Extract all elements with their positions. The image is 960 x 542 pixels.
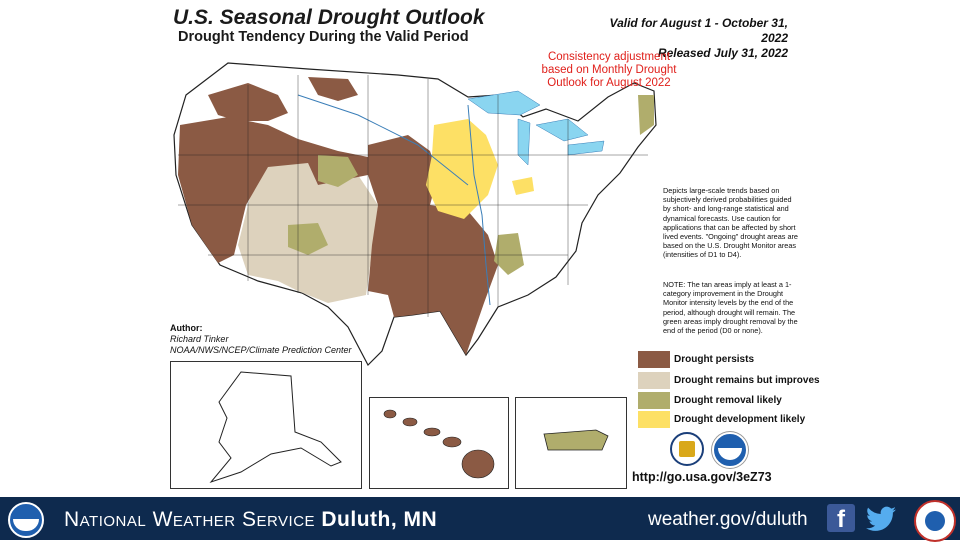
green-removal-rockies bbox=[318, 155, 358, 187]
footer-bar bbox=[0, 497, 960, 540]
note-text: NOTE: The tan areas imply at least a 1-c… bbox=[663, 280, 798, 336]
legend-swatch-development bbox=[638, 411, 670, 428]
great-lakes bbox=[467, 90, 605, 166]
yellow-development-midwest bbox=[426, 119, 498, 219]
office-website-link[interactable]: weather.gov/duluth bbox=[648, 509, 808, 530]
mississippi-river bbox=[467, 104, 491, 306]
alaska-land bbox=[209, 371, 342, 484]
yellow-development-ohio bbox=[512, 177, 534, 195]
missouri-river bbox=[297, 94, 469, 186]
noaa-logo-icon bbox=[712, 432, 748, 468]
brown-persists-montana bbox=[308, 77, 358, 101]
outlook-url-link[interactable]: http://go.usa.gov/3eZ73 bbox=[632, 470, 772, 484]
puerto-rico-land bbox=[543, 429, 609, 451]
legend-label-removal: Drought removal likely bbox=[674, 395, 782, 406]
nws-logo-icon bbox=[914, 500, 956, 542]
legend-label-development: Drought development likely bbox=[674, 414, 806, 425]
state-boundaries bbox=[178, 75, 648, 317]
legend-swatch-persists bbox=[638, 351, 670, 368]
office-name: National Weather Service Duluth, MN bbox=[64, 508, 437, 532]
legend-label-persists: Drought persists bbox=[674, 354, 755, 365]
legend-swatch-improves bbox=[638, 372, 670, 389]
noaa-footer-logo-icon bbox=[8, 502, 44, 538]
consistency-adjustment-note: Consistency adjustment based on Monthly … bbox=[541, 51, 677, 89]
usda-seal-icon bbox=[670, 432, 704, 466]
legend-swatch-removal bbox=[638, 392, 670, 409]
alaska-inset bbox=[170, 361, 362, 489]
legend-label-improves: Drought remains but improves bbox=[674, 375, 820, 386]
office-name-nws: National Weather Service bbox=[64, 508, 316, 531]
twitter-icon[interactable] bbox=[866, 506, 896, 532]
puerto-rico-inset bbox=[515, 397, 627, 489]
facebook-icon[interactable]: f bbox=[827, 504, 855, 533]
green-removal-southeast bbox=[494, 233, 524, 275]
author-name: Richard Tinker bbox=[170, 334, 229, 344]
author-label: Author: bbox=[170, 323, 203, 333]
valid-dates: Valid for August 1 - October 31, 2022 bbox=[609, 16, 788, 45]
author-block: Author: Richard Tinker NOAA/NWS/NCEP/Cli… bbox=[170, 323, 352, 356]
office-name-location: Duluth, MN bbox=[321, 508, 438, 531]
conus-drought-map bbox=[173, 62, 657, 367]
description-text: Depicts large-scale trends based on subj… bbox=[663, 186, 798, 260]
release-date: Released July 31, 2022 bbox=[657, 46, 788, 60]
hawaii-inset bbox=[369, 397, 509, 489]
brown-persists-plains bbox=[368, 135, 498, 355]
alaska-map bbox=[209, 371, 342, 484]
author-org: NOAA/NWS/NCEP/Climate Prediction Center bbox=[170, 345, 352, 355]
green-removal-newengland bbox=[638, 95, 654, 135]
map-title: U.S. Seasonal Drought Outlook bbox=[173, 6, 485, 29]
map-subtitle: Drought Tendency During the Valid Period bbox=[178, 29, 469, 45]
valid-period: Valid for August 1 - October 31, 2022 Re… bbox=[600, 16, 788, 61]
brown-persists-west bbox=[178, 117, 368, 263]
hawaii-map bbox=[383, 409, 495, 479]
puerto-rico-map bbox=[543, 429, 609, 451]
